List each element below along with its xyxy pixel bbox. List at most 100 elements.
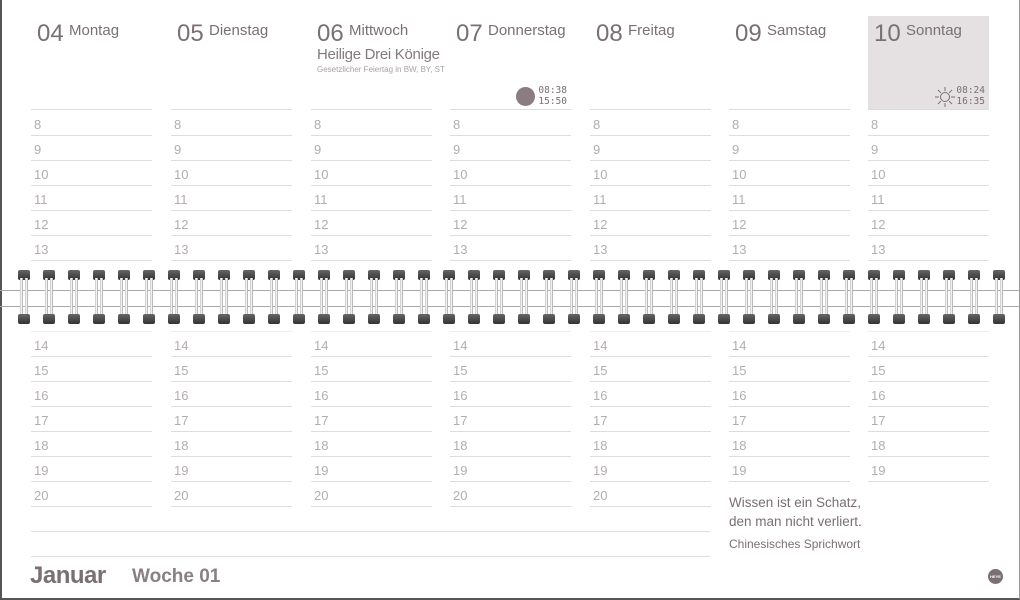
hour-slot[interactable]: 16 <box>868 381 989 407</box>
hour-slot[interactable]: 15 <box>311 356 432 382</box>
hour-slot[interactable]: 15 <box>868 356 989 382</box>
heye-logo: HEYE <box>988 569 1003 584</box>
hour-slot[interactable]: 11 <box>868 185 989 211</box>
hour-slot[interactable]: 10 <box>868 160 989 186</box>
hour-slot[interactable]: 17 <box>729 406 850 432</box>
hour-slot[interactable]: 9 <box>450 135 571 161</box>
hour-slot[interactable]: 11 <box>311 185 432 211</box>
hour-slot[interactable]: 13 <box>171 235 292 261</box>
hour-slot[interactable]: 12 <box>450 210 571 236</box>
hour-slot[interactable]: 8 <box>729 110 850 136</box>
hour-slot[interactable]: 15 <box>171 356 292 382</box>
hour-slot[interactable]: 9 <box>590 135 711 161</box>
hour-slot[interactable]: 15 <box>450 356 571 382</box>
hour-slot[interactable]: 9 <box>311 135 432 161</box>
hour-slot[interactable]: 10 <box>729 160 850 186</box>
hour-slot[interactable]: 11 <box>590 185 711 211</box>
day-column: 08 Freitag 8 9 10 11 12 13 14 15 16 17 18 19 20 <box>590 0 711 600</box>
hour-label: 18 <box>314 438 329 453</box>
hour-slot[interactable]: 11 <box>450 185 571 211</box>
hour-slot[interactable]: 17 <box>31 406 152 432</box>
spiral-ring <box>243 270 255 324</box>
hour-slot[interactable]: 20 <box>31 481 152 507</box>
hour-slot[interactable]: 13 <box>450 235 571 261</box>
hour-slot[interactable]: 18 <box>590 431 711 457</box>
hour-slot[interactable]: 19 <box>171 456 292 482</box>
hour-slot[interactable]: 15 <box>729 356 850 382</box>
hour-slot[interactable]: 13 <box>868 235 989 261</box>
hour-slot[interactable]: 18 <box>450 431 571 457</box>
hour-slot[interactable]: 14 <box>31 331 152 357</box>
hour-slot[interactable]: 10 <box>171 160 292 186</box>
hour-slot[interactable]: 12 <box>171 210 292 236</box>
hour-slot[interactable]: 14 <box>590 331 711 357</box>
hour-slot[interactable]: 8 <box>171 110 292 136</box>
hour-slot[interactable]: 12 <box>868 210 989 236</box>
hour-slot[interactable]: 17 <box>450 406 571 432</box>
hour-slot[interactable]: 14 <box>171 331 292 357</box>
hour-slot[interactable]: 15 <box>31 356 152 382</box>
hour-slot[interactable]: 12 <box>729 210 850 236</box>
hour-slot[interactable]: 19 <box>868 456 989 482</box>
hour-slot[interactable]: 8 <box>311 110 432 136</box>
hour-slot[interactable]: 17 <box>868 406 989 432</box>
hour-slot[interactable]: 20 <box>171 481 292 507</box>
hour-slot[interactable]: 18 <box>868 431 989 457</box>
hour-slot[interactable]: 13 <box>729 235 850 261</box>
hour-slot[interactable]: 12 <box>311 210 432 236</box>
day-name: Mittwoch <box>349 22 409 39</box>
hour-slot[interactable]: 20 <box>311 481 432 507</box>
hour-slot[interactable]: 17 <box>311 406 432 432</box>
hour-slot[interactable]: 11 <box>729 185 850 211</box>
hour-slot[interactable]: 12 <box>590 210 711 236</box>
hour-slot[interactable]: 10 <box>450 160 571 186</box>
hour-slot[interactable]: 9 <box>31 135 152 161</box>
hour-slot[interactable]: 14 <box>729 331 850 357</box>
sun-times: 08:24 16:35 <box>956 85 985 107</box>
hour-slot[interactable]: 8 <box>590 110 711 136</box>
hour-slot[interactable]: 16 <box>590 381 711 407</box>
hour-label: 18 <box>174 438 189 453</box>
hour-slot[interactable]: 18 <box>31 431 152 457</box>
hour-slot[interactable]: 16 <box>31 381 152 407</box>
spiral-ring <box>968 270 980 324</box>
hour-slot[interactable]: 8 <box>450 110 571 136</box>
hour-slot[interactable]: 9 <box>868 135 989 161</box>
hour-slot[interactable]: 14 <box>450 331 571 357</box>
hour-slot[interactable]: 17 <box>171 406 292 432</box>
hour-slot[interactable]: 18 <box>729 431 850 457</box>
hour-slot[interactable]: 18 <box>171 431 292 457</box>
hour-slot[interactable]: 19 <box>311 456 432 482</box>
hour-slot[interactable]: 20 <box>450 481 571 507</box>
notes-line <box>31 556 710 557</box>
hour-slot[interactable]: 9 <box>171 135 292 161</box>
hour-slot[interactable]: 19 <box>729 456 850 482</box>
hour-slot[interactable]: 19 <box>590 456 711 482</box>
hour-slot[interactable]: 19 <box>450 456 571 482</box>
hour-slot[interactable]: 19 <box>31 456 152 482</box>
hour-slot[interactable]: 16 <box>729 381 850 407</box>
hour-slot[interactable]: 18 <box>311 431 432 457</box>
hour-slot[interactable]: 13 <box>311 235 432 261</box>
hour-slot[interactable]: 15 <box>590 356 711 382</box>
hour-slot[interactable]: 16 <box>171 381 292 407</box>
hour-slot[interactable]: 17 <box>590 406 711 432</box>
hour-slot[interactable]: 8 <box>868 110 989 136</box>
hour-slot[interactable]: 14 <box>868 331 989 357</box>
hour-slot[interactable]: 14 <box>311 331 432 357</box>
hour-slot[interactable]: 11 <box>31 185 152 211</box>
hour-slot[interactable]: 16 <box>450 381 571 407</box>
hour-label: 12 <box>453 217 468 232</box>
hour-slot[interactable]: 10 <box>311 160 432 186</box>
hour-slot[interactable]: 13 <box>590 235 711 261</box>
hour-slot[interactable]: 11 <box>171 185 292 211</box>
hour-slot[interactable]: 20 <box>590 481 711 507</box>
hour-slot[interactable]: 12 <box>31 210 152 236</box>
hour-label: 19 <box>871 463 886 478</box>
hour-slot[interactable]: 8 <box>31 110 152 136</box>
hour-slot[interactable]: 10 <box>31 160 152 186</box>
hour-slot[interactable]: 16 <box>311 381 432 407</box>
hour-slot[interactable]: 9 <box>729 135 850 161</box>
hour-slot[interactable]: 13 <box>31 235 152 261</box>
hour-slot[interactable]: 10 <box>590 160 711 186</box>
